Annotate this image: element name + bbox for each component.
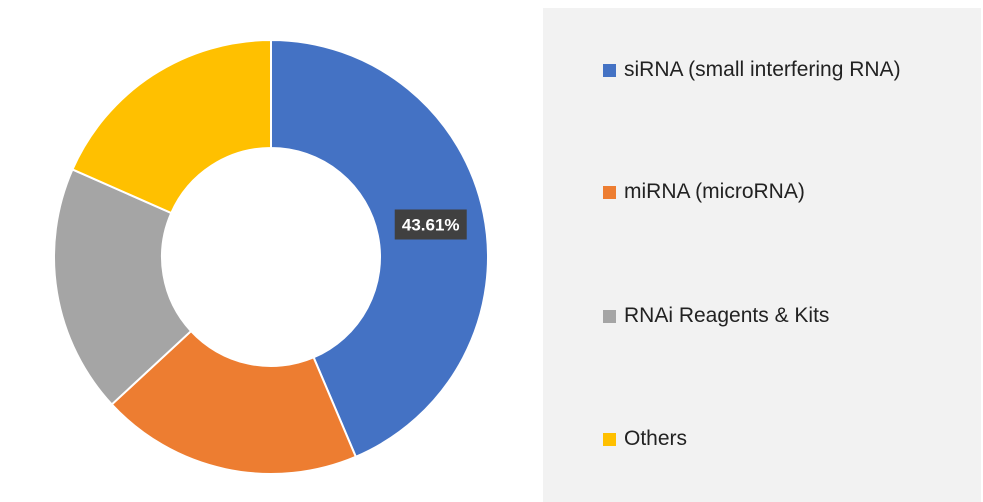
legend-swatch-sirna xyxy=(603,63,616,77)
data-label-text: 43.61% xyxy=(402,215,460,234)
donut-chart: 43.61% xyxy=(53,38,489,475)
legend-item-sirna: siRNA (small interfering RNA) xyxy=(603,58,901,82)
slice-rnai-reagents xyxy=(53,168,193,406)
legend-label-rnai-reagents: RNAi Reagents & Kits xyxy=(624,304,830,327)
slice-mirna xyxy=(110,329,358,475)
data-label-box xyxy=(394,209,467,240)
legend-swatch-others xyxy=(603,432,616,446)
data-label-sirna: 43.61% xyxy=(394,209,467,240)
legend-label-mirna: miRNA (microRNA) xyxy=(624,180,805,203)
legend-item-others: Others xyxy=(603,427,687,451)
legend-label-sirna: siRNA (small interfering RNA) xyxy=(624,58,901,81)
slice-others xyxy=(71,38,272,215)
slice-sirna xyxy=(270,38,489,459)
legend-swatch-mirna xyxy=(603,185,616,199)
legend: siRNA (small interfering RNA) miRNA (mic… xyxy=(543,8,981,502)
legend-item-mirna: miRNA (microRNA) xyxy=(603,180,805,204)
legend-label-others: Others xyxy=(624,427,688,450)
legend-item-rnai-reagents: RNAi Reagents & Kits xyxy=(603,304,829,328)
legend-swatch-rnai-reagents xyxy=(603,309,616,323)
